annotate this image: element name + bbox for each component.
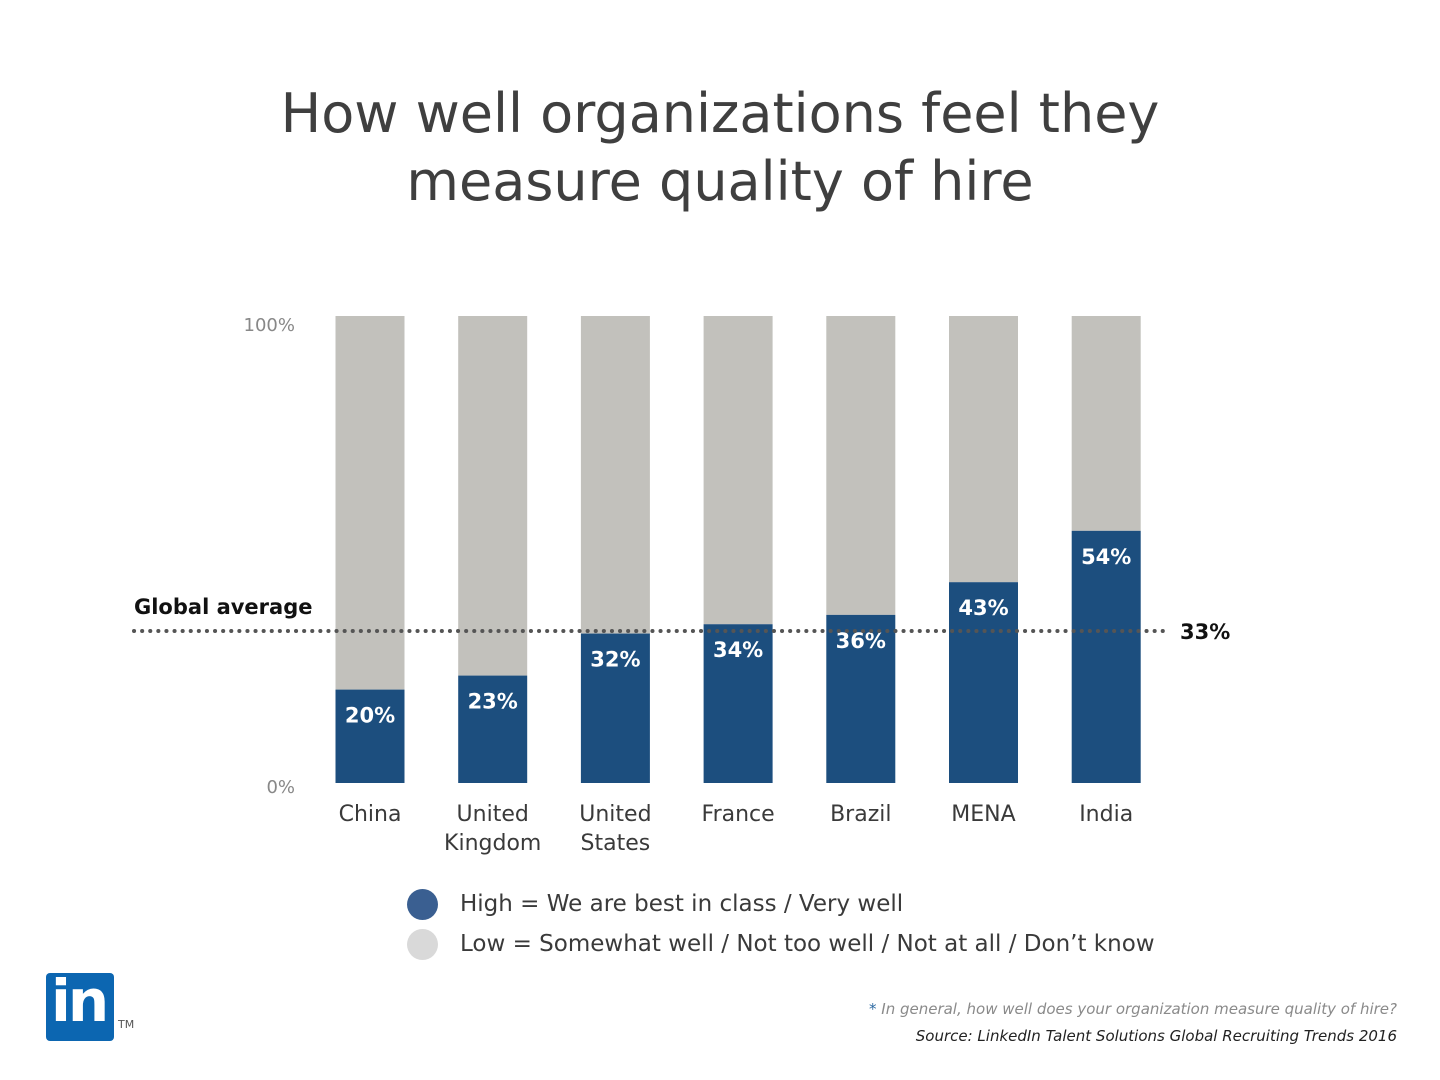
survey-question: * In general, how well does your organiz… (869, 1000, 1397, 1018)
bar-high-segment (1071, 530, 1141, 783)
x-tick-label: China (339, 802, 402, 827)
bar-low-segment (826, 316, 896, 615)
bar-high-segment (458, 675, 528, 783)
global-average-value: 33% (1180, 620, 1230, 644)
bar-data-label: 43% (958, 596, 1008, 620)
bar-data-label: 23% (468, 690, 518, 714)
chart-title: How well organizations feel they measure… (0, 80, 1440, 216)
legend: High = We are best in class / Very well … (407, 884, 1155, 964)
x-tick-label: MENA (951, 802, 1015, 827)
bar-chart: 100% 0% 20% China 23% United Kingdom 32% United S… (132, 315, 1230, 856)
x-tick-label: India (1079, 802, 1133, 827)
legend-label: Low = Somewhat well / Not too well / Not… (460, 931, 1155, 957)
footnote: * In general, how well does your organiz… (869, 1000, 1397, 1045)
legend-item-high: High = We are best in class / Very well (407, 884, 1155, 924)
global-average-label: Global average (134, 595, 312, 619)
linkedin-logo-icon: in (46, 973, 114, 1041)
bar-low-segment (458, 316, 528, 676)
survey-question-text: In general, how well does your organizat… (881, 1000, 1397, 1018)
legend-label: High = We are best in class / Very well (460, 891, 904, 917)
bar-high-segment (335, 689, 405, 783)
bar-data-label: 32% (590, 648, 640, 672)
bar-low-segment (580, 316, 650, 634)
high-dot-icon (407, 888, 438, 920)
chart-title-line: measure quality of hire (406, 150, 1034, 213)
bar-high-segment (949, 582, 1018, 783)
logo-text: in (51, 973, 109, 1035)
trademark-mark: TM (118, 1018, 135, 1031)
x-tick-label: States (581, 831, 651, 856)
bar-low-segment (949, 316, 1018, 583)
low-dot-icon (407, 928, 438, 960)
y-tick-label: 0% (266, 777, 295, 798)
bar-high-segment (580, 633, 650, 783)
bar-high-segment (703, 624, 773, 783)
legend-item-low: Low = Somewhat well / Not too well / Not… (407, 924, 1155, 964)
bar-data-label: 34% (713, 638, 763, 662)
x-tick-label: Brazil (830, 802, 891, 827)
bar-low-segment (1071, 316, 1141, 531)
chart-title-line: How well organizations feel they (280, 82, 1160, 145)
x-tick-label: Kingdom (444, 831, 541, 856)
x-tick-label: France (702, 802, 775, 827)
bar-data-label: 20% (345, 704, 395, 728)
bar-data-label: 54% (1081, 545, 1131, 569)
y-tick-label: 100% (244, 315, 295, 336)
bar-low-segment (703, 316, 773, 625)
x-tick-label: United (457, 802, 529, 827)
bar-data-label: 36% (836, 629, 886, 653)
x-tick-label: United (579, 802, 651, 827)
bar-low-segment (335, 316, 405, 690)
source-note: Source: LinkedIn Talent Solutions Global… (915, 1027, 1397, 1045)
bar-high-segment (826, 614, 896, 783)
footnote-star: * (868, 1000, 877, 1018)
